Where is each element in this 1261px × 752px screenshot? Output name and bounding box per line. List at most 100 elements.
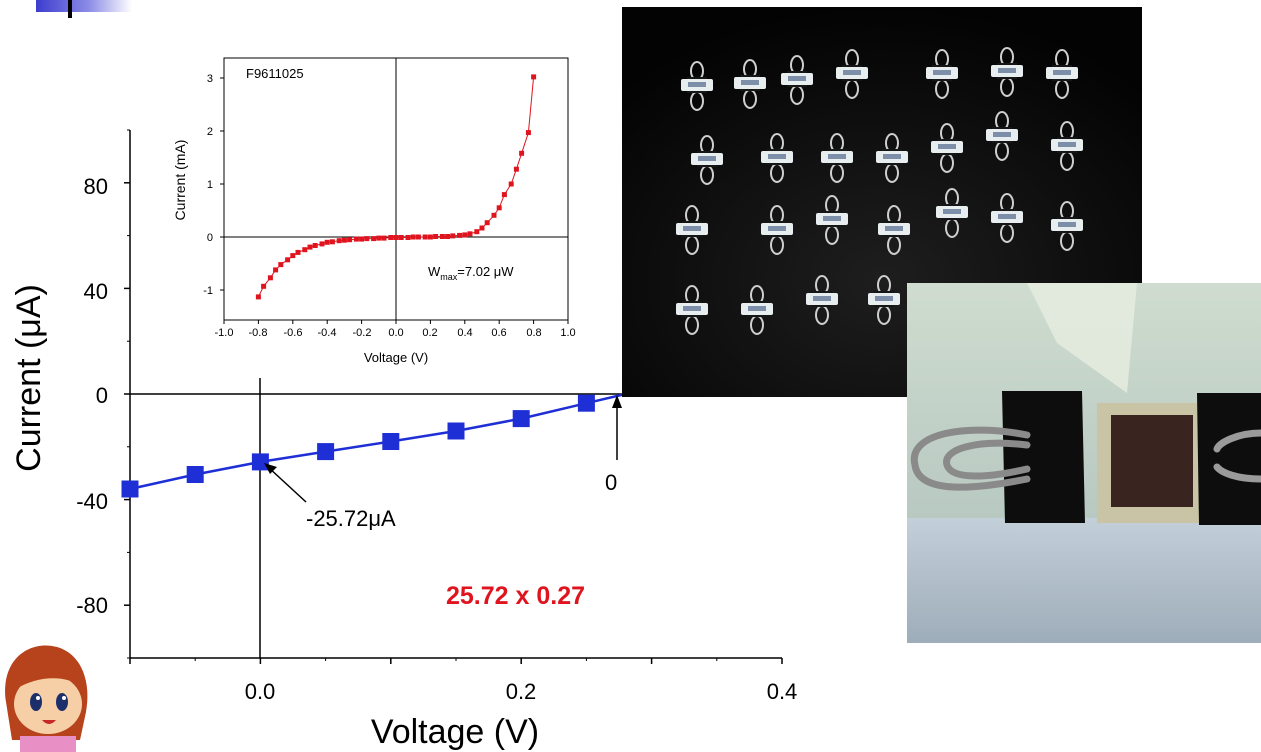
inset-chart-frame: [223, 57, 569, 321]
inset-data-point: [267, 275, 273, 281]
inset-xtick-label: 0.0: [388, 327, 403, 339]
inset-data-point: [329, 239, 335, 245]
device-closeup-photo: [907, 283, 1261, 643]
character-eye-shine: [62, 696, 66, 700]
circuit-trace: [1027, 283, 1137, 393]
inset-data-point: [359, 236, 365, 242]
main-data-point: [447, 422, 465, 440]
inset-data-point: [479, 225, 485, 231]
isc-annotation: -25.72μA: [306, 506, 396, 531]
inset-data-point: [261, 283, 267, 289]
right-binder-clip-wire: [1213, 429, 1261, 483]
inset-data-point: [496, 205, 502, 211]
inset-data-point: [415, 234, 421, 240]
inset-ytick-label: 2: [207, 126, 213, 138]
main-ytick-label: 80: [84, 174, 108, 199]
main-xtick-label: 0.2: [506, 679, 537, 704]
main-data-point: [382, 433, 400, 450]
isc-arrow-line: [267, 466, 307, 503]
character-mouth: [42, 720, 56, 724]
character-collar: [20, 736, 76, 752]
main-chart-ticks: [124, 129, 783, 664]
inset-series: [255, 74, 537, 300]
foam-base: [907, 518, 1261, 643]
inset-data-point: [273, 267, 279, 273]
inset-data-point: [295, 249, 301, 255]
main-xtick-label: 0.0: [245, 679, 276, 704]
inset-x-axis-title: Voltage (V): [364, 350, 428, 365]
power-calculation-text: 25.72 x 0.27: [446, 582, 585, 610]
main-data-point: [251, 453, 269, 471]
inset-ytick-label: 1: [207, 179, 213, 191]
main-x-axis-title: Voltage (V): [371, 713, 539, 751]
inset-data-point: [484, 220, 490, 226]
inset-xtick-label: 0.8: [526, 327, 541, 339]
inset-data-point: [371, 236, 377, 242]
character-bangs: [14, 666, 82, 690]
inset-max-power-subscript: max: [440, 272, 458, 282]
inset-data-point: [381, 235, 387, 241]
inset-xtick-label: 1.0: [560, 327, 575, 339]
inset-xtick-label: 0.4: [457, 327, 472, 339]
inset-xtick-label: -0.4: [318, 327, 337, 339]
inset-data-point: [531, 74, 537, 80]
main-y-axis-title: Current (μA): [10, 284, 48, 472]
inset-max-power-value: =7.02 μW: [457, 264, 514, 279]
inset-data-point: [525, 130, 531, 136]
inset-chart-ticks: [220, 77, 569, 324]
inset-data-point: [319, 241, 325, 247]
main-ytick-label: -40: [76, 489, 108, 514]
inset-data-point: [341, 237, 347, 243]
main-series-line: [129, 392, 626, 491]
inset-xtick-label: -0.6: [284, 327, 303, 339]
cartoon-character-illustration: [5, 645, 88, 752]
main-ytick-label: 0: [96, 383, 108, 408]
inset-max-power-symbol: W: [428, 264, 441, 279]
inset-data-point: [324, 239, 330, 245]
character-left-eye: [30, 693, 42, 711]
inset-data-point: [462, 232, 468, 238]
voc-annotation: 0: [605, 470, 617, 495]
inset-ytick-label: 3: [207, 73, 213, 85]
main-ytick-label: 40: [84, 279, 108, 304]
device-active-area: [1111, 415, 1193, 507]
inset-max-power-annotation: Wmax=7.02 μW: [428, 264, 514, 282]
inset-data-point: [439, 234, 445, 239]
inset-data-point: [353, 236, 359, 242]
left-binder-clip-wire: [910, 426, 1031, 491]
main-data-point: [317, 443, 335, 461]
inset-data-point: [410, 234, 416, 240]
main-data-point: [186, 466, 204, 483]
title-decoration-bar: [36, 0, 132, 12]
inset-data-point: [388, 235, 394, 240]
inset-data-point: [302, 247, 308, 253]
title-decoration-tick: [68, 0, 72, 18]
character-face: [14, 674, 82, 734]
inset-data-point: [474, 229, 480, 235]
inset-data-point: [513, 166, 519, 172]
inset-data-point: [376, 235, 382, 241]
inset-y-axis-title: Current (mA): [172, 140, 188, 221]
inset-data-point: [255, 294, 261, 300]
inset-data-point: [393, 235, 399, 240]
inset-chart-title: F9611025: [246, 66, 304, 81]
inset-data-point: [519, 150, 525, 156]
inset-data-point: [433, 234, 439, 239]
main-data-point: [512, 410, 530, 428]
left-binder-clip-body: [1002, 391, 1085, 523]
main-data-point: [577, 394, 595, 412]
inset-ytick-label: 0: [207, 232, 213, 244]
inset-xtick-label: 0.2: [422, 327, 437, 339]
inset-xtick-label: -0.8: [249, 327, 268, 339]
inset-data-point: [285, 257, 291, 263]
inset-xtick-label: 0.6: [491, 327, 506, 339]
inset-data-point: [491, 212, 497, 218]
inset-data-point: [307, 244, 313, 250]
right-binder-clip-body: [1197, 393, 1261, 525]
main-ytick-label: -80: [76, 593, 108, 618]
main-data-point: [121, 480, 139, 498]
inset-data-point: [467, 231, 473, 237]
inset-data-point: [457, 232, 463, 238]
inset-data-point: [290, 253, 296, 259]
